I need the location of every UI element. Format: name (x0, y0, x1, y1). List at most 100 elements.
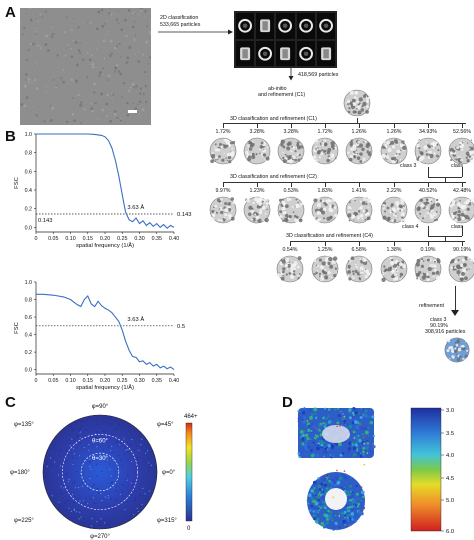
fsc-x-tick-label: 0.05 (48, 236, 58, 242)
fsc-y-axis-label: FSC (14, 322, 20, 334)
abinitio-map (342, 88, 372, 118)
phi-0-label: φ=0° (162, 470, 176, 476)
round3-percent: 90.19% (453, 247, 471, 253)
round1-percent: 1.72% (317, 129, 333, 135)
round1-percent: 52.56% (453, 129, 471, 135)
classification-2d-label: 2D classification (160, 15, 199, 21)
abinitio-refinement-label: and refinement (C1) (258, 92, 306, 98)
round1-percent: 1.26% (351, 129, 367, 135)
fsc-x-tick-label: 0.30 (134, 378, 144, 384)
fsc-threshold-label: 0.5 (177, 324, 185, 330)
fsc-curve (36, 293, 175, 371)
fsc-x-tick-label: 0.25 (117, 236, 127, 242)
resmap-colorbar (410, 407, 442, 532)
round1-percent: 1.26% (386, 129, 402, 135)
round1-percent: 3.28% (249, 129, 265, 135)
fsc-x-axis-label: spatial frequency (1/Å) (76, 242, 134, 249)
resmap-tick-label: 4.0 (446, 453, 454, 459)
round1-label: 3D classification and refinement (C1) (230, 116, 317, 122)
round2-percent: 2.22% (386, 188, 402, 194)
class-average (316, 40, 335, 66)
round2-class-map (310, 195, 340, 225)
round2-class-map (447, 195, 474, 225)
class-average (236, 40, 255, 66)
round1-class-map (413, 136, 443, 166)
fsc-x-tick-label: 0.05 (48, 378, 58, 384)
class-average (276, 40, 295, 66)
round2-percent: 42.48% (453, 188, 471, 194)
polar-colorbar (185, 422, 193, 522)
fsc-y-tick-label: 1.0 (25, 132, 32, 138)
round2-class-map (344, 195, 374, 225)
round2-pick-left: class 4 (402, 224, 419, 230)
class-average (276, 13, 295, 39)
panel-label-d: D (282, 394, 293, 411)
fsc-y-tick-label: 0.2 (25, 350, 32, 356)
phi-45-label: φ=45° (157, 422, 174, 428)
panel-label-a: A (5, 4, 16, 21)
fsc-x-tick-label: 0 (35, 236, 38, 242)
abinitio-label: ab-initio (268, 86, 287, 92)
phi-225-label: φ=225° (14, 518, 34, 524)
fsc-x-tick-label: 0.40 (169, 236, 179, 242)
fsc-y-tick-label: 0.4 (25, 188, 32, 194)
local-resolution-map: 3.0 3.5 4.0 4.5 5.0 6.0 (297, 406, 454, 535)
final-percent-label: 90.19% (430, 323, 448, 329)
round3-label: 3D classification and refinement (C4) (286, 233, 373, 239)
class-average (256, 13, 275, 39)
fsc-resolution-label: 3.63 Å (127, 316, 144, 323)
round3-class-map (379, 254, 409, 284)
round1-class-map (447, 136, 474, 166)
round2-percent: 40.52% (419, 188, 437, 194)
particles-2d-label: 533,665 particles (160, 22, 201, 28)
round1-class-map (208, 136, 238, 166)
round1-pick-left: class 3 (400, 163, 417, 169)
final-class-label: class 3 (430, 317, 447, 323)
colorbar-max-label: 464+ (184, 414, 198, 420)
round2-pick-right: class (451, 224, 464, 230)
round1-class-map (310, 136, 340, 166)
colorbar-min-label: 0 (187, 526, 191, 532)
round3-percent: 0.19% (420, 247, 436, 253)
round1-percent: 1.72% (215, 129, 231, 135)
fsc-x-tick-label: 0.35 (152, 236, 162, 242)
fsc-y-tick-label: 0.6 (25, 169, 32, 175)
round3-class-map (413, 254, 443, 284)
round2-class-map (379, 195, 409, 225)
round3-class-map (310, 254, 340, 284)
round1-class-map (379, 136, 409, 166)
fsc-x-tick-label: 0 (35, 378, 38, 384)
phi-315-label: φ=315° (157, 518, 177, 524)
round3-percent: 1.38% (386, 247, 402, 253)
micrograph-image (20, 8, 151, 125)
fsc-y-tick-label: 0.0 (25, 368, 32, 374)
class-average (236, 13, 255, 39)
round2-percent: 9.97% (215, 188, 231, 194)
resmap-tick-label: 6.0 (446, 529, 454, 535)
particles-kept-label: 418,569 particles (298, 72, 339, 78)
fsc-plots: 0.00.20.40.60.81.00 0.05 0.10 0.15 0.20 0.25 0… (14, 132, 192, 390)
panel-label-b: B (5, 128, 16, 145)
class-average (296, 13, 315, 39)
fsc-y-tick-label: 0.0 (25, 225, 32, 231)
fsc-x-axis-label: spatial frequency (1/Å) (76, 384, 134, 390)
resmap-tick-label: 5.0 (446, 498, 454, 504)
round3-percent: 0.54% (282, 247, 298, 253)
fsc-threshold-label: 0.143 (177, 212, 192, 218)
resmap-tick-label: 4.5 (446, 476, 454, 482)
round2-class-map (208, 195, 238, 225)
round2-percent: 1.41% (351, 188, 367, 194)
fsc-y-tick-label: 0.4 (25, 333, 32, 339)
fsc-y-axis-label: FSC (14, 177, 20, 189)
scale-bar (128, 110, 137, 113)
fsc-curve (36, 133, 175, 230)
angular-distribution-plot: φ=90° φ=45° φ=135° φ=0° φ=180° φ=225° φ=315° φ=… (10, 404, 198, 540)
phi-270-label: φ=270° (90, 534, 110, 540)
round1-percent: 3.28% (283, 129, 299, 135)
fsc-x-tick-label: 0.40 (169, 378, 179, 384)
resmap-tick-label: 3.0 (446, 408, 454, 414)
fsc-y-tick-label: 0.8 (25, 298, 32, 304)
fsc-x-tick-label: 0.20 (100, 378, 110, 384)
round3-percent: 6.58% (351, 247, 367, 253)
theta-30-label: θ=30° (92, 456, 109, 462)
